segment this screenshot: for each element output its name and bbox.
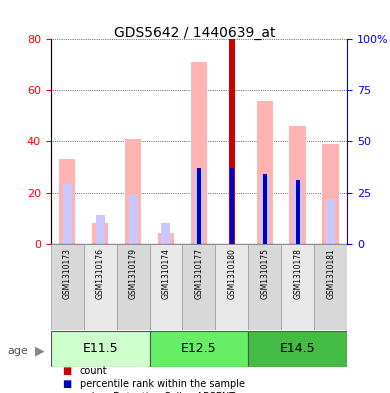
FancyBboxPatch shape: [314, 244, 347, 330]
Bar: [197, 168, 201, 244]
FancyBboxPatch shape: [183, 244, 215, 330]
Text: GSM1310176: GSM1310176: [96, 248, 105, 299]
Text: E12.5: E12.5: [181, 342, 217, 355]
Bar: [323, 144, 339, 244]
Bar: [194, 170, 204, 244]
Bar: [230, 168, 234, 244]
FancyBboxPatch shape: [51, 331, 149, 367]
FancyBboxPatch shape: [149, 331, 248, 367]
Text: value, Detection Call = ABSENT: value, Detection Call = ABSENT: [80, 391, 235, 393]
Bar: [263, 174, 267, 244]
FancyBboxPatch shape: [51, 244, 83, 330]
FancyBboxPatch shape: [117, 244, 149, 330]
Text: GSM1310175: GSM1310175: [260, 248, 269, 299]
Bar: [92, 223, 108, 244]
Text: count: count: [80, 366, 108, 376]
Text: ■: ■: [62, 391, 72, 393]
Text: GSM1310181: GSM1310181: [326, 248, 335, 299]
Text: ▶: ▶: [35, 344, 45, 357]
Bar: [257, 101, 273, 244]
Bar: [191, 62, 207, 244]
Text: E11.5: E11.5: [82, 342, 118, 355]
FancyBboxPatch shape: [248, 244, 281, 330]
Text: ■: ■: [62, 366, 72, 376]
Text: GSM1310178: GSM1310178: [293, 248, 302, 299]
Bar: [326, 199, 335, 244]
Bar: [296, 180, 300, 244]
Text: GSM1310180: GSM1310180: [227, 248, 236, 299]
Bar: [289, 126, 306, 244]
Bar: [96, 215, 105, 244]
Text: percentile rank within the sample: percentile rank within the sample: [80, 379, 245, 389]
Text: GDS5642 / 1440639_at: GDS5642 / 1440639_at: [114, 26, 276, 40]
Bar: [59, 159, 75, 244]
Bar: [129, 195, 138, 244]
Bar: [260, 176, 269, 244]
Text: ■: ■: [62, 379, 72, 389]
Text: E14.5: E14.5: [280, 342, 316, 355]
Text: age: age: [8, 345, 29, 356]
Bar: [63, 184, 72, 244]
Bar: [293, 182, 302, 244]
Text: GSM1310179: GSM1310179: [129, 248, 138, 299]
Bar: [158, 233, 174, 244]
FancyBboxPatch shape: [83, 244, 117, 330]
FancyBboxPatch shape: [215, 244, 248, 330]
Text: GSM1310177: GSM1310177: [194, 248, 204, 299]
Text: GSM1310173: GSM1310173: [63, 248, 72, 299]
Text: GSM1310174: GSM1310174: [161, 248, 170, 299]
FancyBboxPatch shape: [281, 244, 314, 330]
Bar: [125, 139, 141, 244]
Bar: [229, 39, 235, 244]
FancyBboxPatch shape: [248, 331, 347, 367]
Bar: [161, 223, 170, 244]
FancyBboxPatch shape: [149, 244, 183, 330]
